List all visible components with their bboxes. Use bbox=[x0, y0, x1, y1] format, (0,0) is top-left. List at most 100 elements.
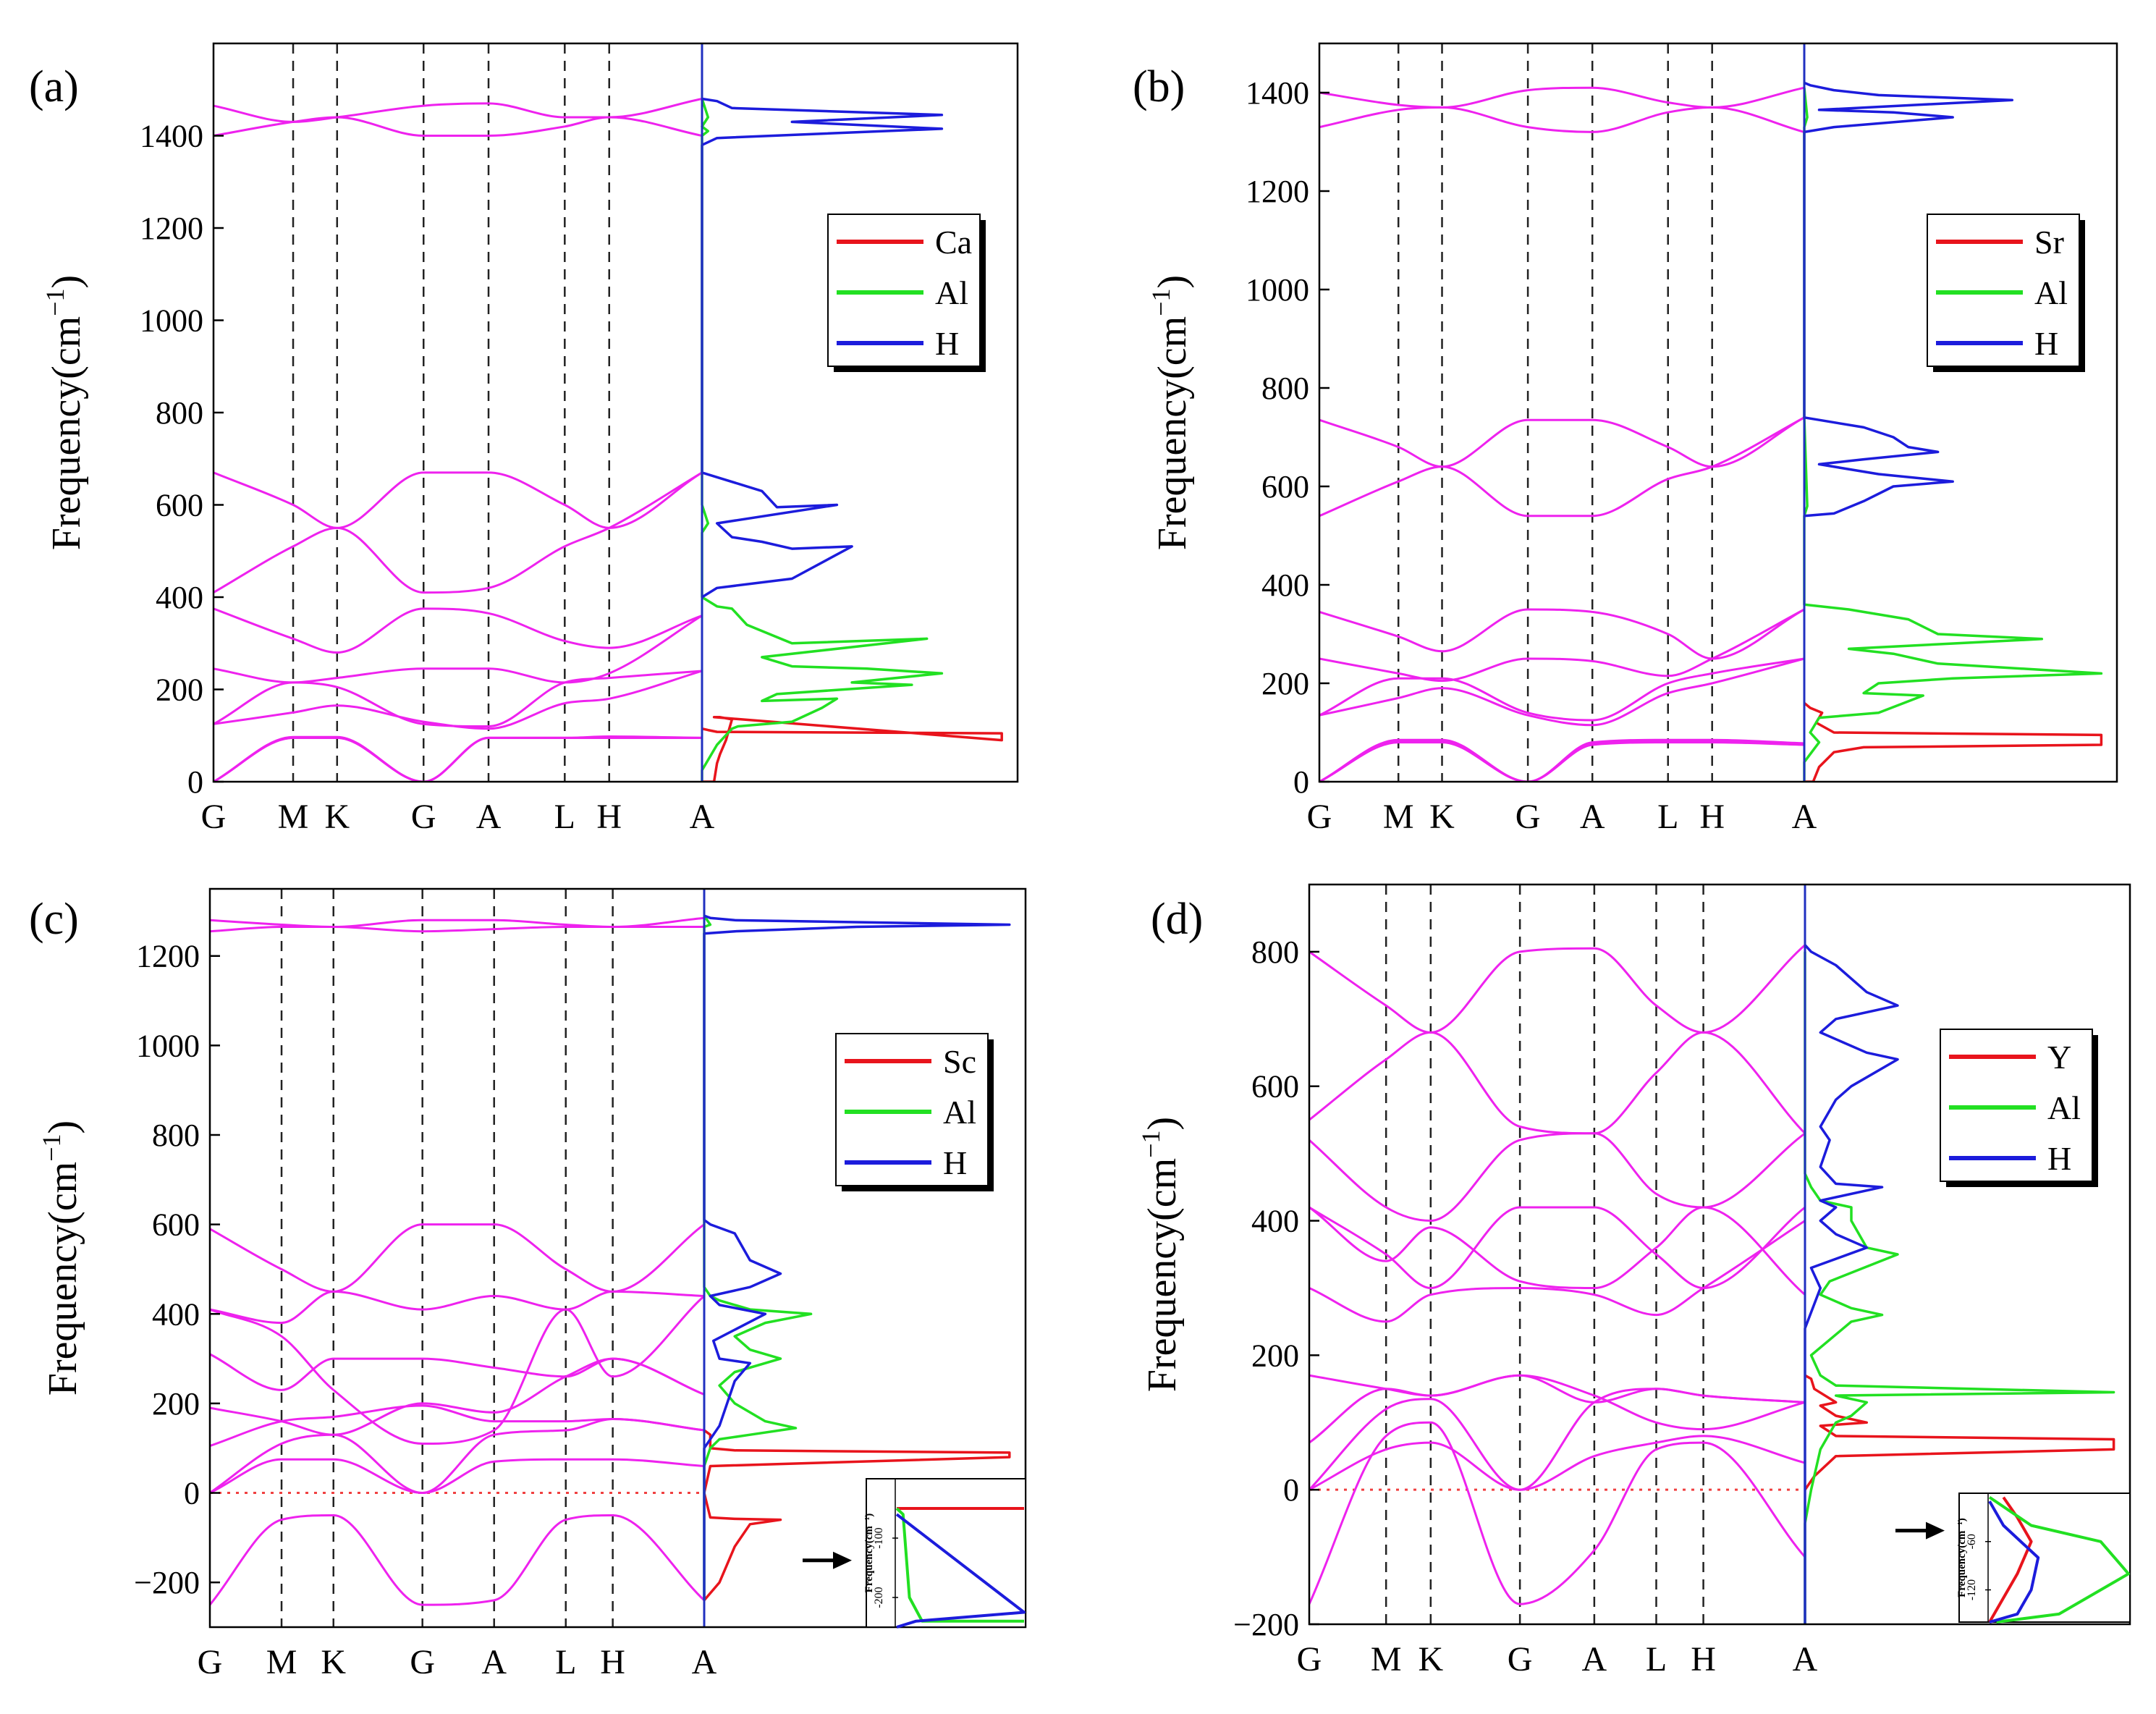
legend: Sr Al H bbox=[1927, 214, 2085, 372]
inset-arrow-head bbox=[833, 1551, 852, 1569]
path-label-M: M bbox=[266, 1643, 297, 1681]
band-11 bbox=[214, 98, 703, 123]
band-1 bbox=[210, 1514, 706, 1606]
band-9 bbox=[1309, 1132, 1806, 1223]
dispersion-bands bbox=[1319, 86, 1805, 782]
band-5 bbox=[1319, 657, 1805, 722]
path-label-G: G bbox=[410, 1643, 435, 1681]
panel-label: (d) bbox=[1151, 895, 1203, 944]
plot-frame bbox=[1318, 42, 2118, 783]
band-4 bbox=[214, 670, 703, 730]
band-8 bbox=[214, 471, 703, 594]
inset-curve-Al bbox=[1988, 1495, 2130, 1624]
inset-arrow-head bbox=[1926, 1521, 1945, 1540]
path-label-A: A bbox=[1580, 798, 1605, 836]
y-axis-label: Frequency(cm−1) bbox=[37, 1120, 85, 1396]
band-8 bbox=[1309, 1206, 1806, 1296]
y-axis-label: Frequency(cm−1) bbox=[1146, 275, 1195, 550]
band-8 bbox=[1319, 416, 1805, 518]
inset-curve-Al bbox=[895, 1507, 1024, 1623]
band-4 bbox=[1319, 657, 1805, 727]
band-10 bbox=[1309, 1031, 1806, 1135]
path-label-M: M bbox=[278, 798, 309, 836]
legend-label-Al: Al bbox=[2047, 1089, 2081, 1126]
legend: Y Al H bbox=[1940, 1029, 2098, 1187]
legend-label-Al: Al bbox=[943, 1094, 976, 1131]
band-9 bbox=[1319, 416, 1805, 468]
band-11 bbox=[1309, 944, 1806, 1034]
legend-label-Sc: Sc bbox=[943, 1043, 976, 1080]
dos-curve-Y bbox=[1804, 1374, 2115, 1491]
band-7 bbox=[210, 1295, 705, 1445]
y-tick-label: 1200 bbox=[1246, 174, 1309, 209]
inset-curve-H bbox=[1988, 1500, 2040, 1624]
inset-tick-label: -120 bbox=[1966, 1579, 1978, 1600]
y-tick-label: −200 bbox=[1233, 1607, 1299, 1642]
inset-tick-label: -200 bbox=[873, 1587, 885, 1608]
y-tick-label: 600 bbox=[156, 488, 203, 523]
panel-label: (a) bbox=[29, 62, 79, 111]
legend-label-Al: Al bbox=[2034, 274, 2068, 311]
path-label-H: H bbox=[600, 1643, 625, 1681]
legend-label-Y: Y bbox=[2047, 1039, 2071, 1076]
path-label-A: A bbox=[1582, 1640, 1607, 1679]
band-7 bbox=[1319, 608, 1805, 660]
path-label-K: K bbox=[1429, 798, 1455, 836]
band-4 bbox=[210, 1404, 705, 1448]
y-tick-label: 200 bbox=[152, 1386, 200, 1422]
path-label-M: M bbox=[1383, 798, 1414, 836]
band-6 bbox=[210, 1353, 705, 1396]
dos-curve-Ca bbox=[701, 716, 1003, 782]
panel-label: (b) bbox=[1133, 62, 1185, 111]
y-tick-label: 800 bbox=[152, 1118, 200, 1153]
phonon-dos bbox=[701, 97, 1003, 782]
band-6 bbox=[214, 615, 703, 684]
path-label-K: K bbox=[1418, 1640, 1443, 1679]
band-8 bbox=[210, 1290, 705, 1325]
path-label-A: A bbox=[481, 1643, 507, 1681]
plot-frame bbox=[208, 887, 1027, 1629]
dispersion-bands bbox=[1309, 944, 1806, 1605]
dispersion-bands bbox=[214, 98, 703, 782]
legend-label-Sr: Sr bbox=[2034, 224, 2064, 261]
legend: Ca Al H bbox=[827, 214, 986, 372]
y-tick-label: 800 bbox=[156, 395, 203, 431]
dos-curve-H bbox=[701, 97, 944, 599]
path-label-L: L bbox=[555, 1643, 576, 1681]
path-label-L: L bbox=[1646, 1640, 1667, 1679]
legend-label-H: H bbox=[943, 1144, 967, 1181]
phonon-dos bbox=[1803, 81, 2103, 782]
y-tick-label: 200 bbox=[1251, 1338, 1299, 1373]
legend-label-H: H bbox=[2034, 325, 2058, 362]
band-3 bbox=[210, 1417, 705, 1495]
band-3 bbox=[214, 735, 703, 782]
path-label-A: A bbox=[1792, 798, 1817, 836]
y-tick-label: 0 bbox=[1293, 764, 1309, 800]
band-4 bbox=[1309, 1374, 1806, 1444]
dos-curve-H bbox=[703, 914, 1011, 1600]
band-5 bbox=[214, 670, 703, 728]
dos-curve-Al bbox=[1804, 951, 2115, 1624]
path-label-G: G bbox=[411, 798, 436, 836]
path-label-K: K bbox=[321, 1643, 346, 1681]
path-label-A: A bbox=[690, 798, 715, 836]
band-10 bbox=[1319, 106, 1805, 133]
legend-label-H: H bbox=[935, 325, 959, 362]
path-label-G: G bbox=[1297, 1640, 1322, 1679]
y-tick-label: 1400 bbox=[1246, 75, 1309, 111]
path-label-H: H bbox=[1699, 798, 1725, 836]
path-label-A: A bbox=[692, 1643, 717, 1681]
y-tick-label: 400 bbox=[156, 580, 203, 615]
dos-curve-Al bbox=[703, 915, 813, 1600]
inset-curve-Y bbox=[1988, 1496, 2033, 1623]
band-2 bbox=[214, 736, 702, 782]
y-tick-label: 600 bbox=[1251, 1069, 1299, 1105]
inset-tick-label: -100 bbox=[873, 1527, 885, 1548]
inset-curve-H bbox=[895, 1513, 1026, 1629]
